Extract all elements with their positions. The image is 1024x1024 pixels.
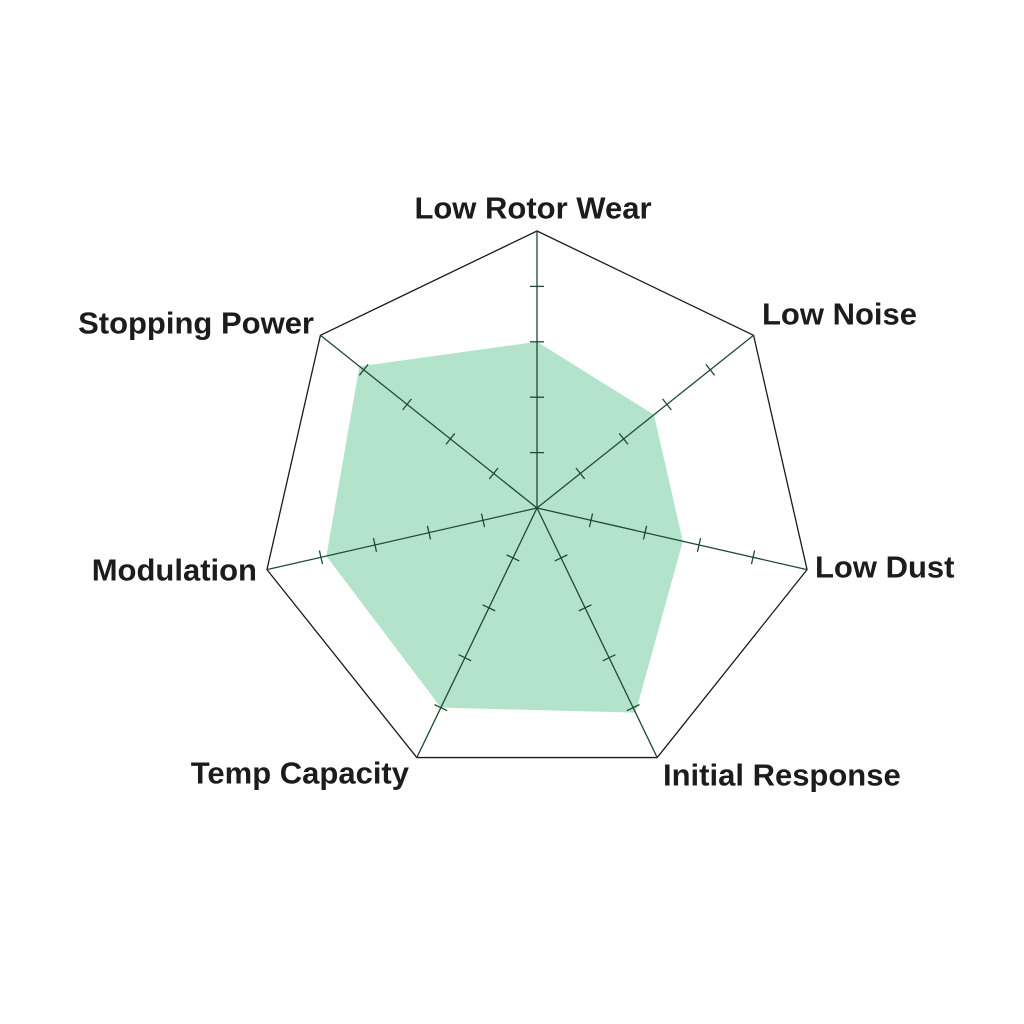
- axis-line-4: [416, 507, 538, 758]
- axis-tick: [482, 604, 496, 612]
- axis-tick: [626, 704, 640, 712]
- data-area: [326, 341, 683, 713]
- axis-line-6: [320, 334, 538, 509]
- axis-tick: [575, 467, 586, 480]
- outer-frame: [266, 230, 808, 759]
- axis-line-3: [536, 507, 658, 758]
- axis-tick: [618, 433, 629, 445]
- axis-tick: [750, 550, 756, 565]
- axis-tick: [506, 554, 520, 562]
- axis-label-low-noise: Low Noise: [762, 297, 917, 332]
- axis-line-5: [266, 507, 538, 571]
- axis-tick: [445, 433, 456, 445]
- axis-label-temp-capacity: Temp Capacity: [191, 756, 410, 791]
- axis-tick: [554, 554, 568, 562]
- axis-tick: [642, 525, 648, 540]
- axis-tick: [696, 538, 702, 552]
- axis-line-1: [536, 334, 754, 509]
- axis-tick: [358, 363, 369, 376]
- axis-label-low-dust: Low Dust: [815, 550, 955, 585]
- axis-tick: [578, 604, 592, 612]
- axis-label-low-rotor-wear: Low Rotor Wear: [414, 191, 651, 226]
- axis-tick: [458, 654, 472, 662]
- axis-tick: [372, 538, 378, 552]
- axis-label-modulation: Modulation: [92, 553, 257, 588]
- axis-tick: [426, 525, 432, 540]
- axis-tick: [662, 398, 672, 411]
- axis-line-2: [536, 507, 808, 571]
- axis-label-initial-response: Initial Response: [663, 758, 901, 793]
- axis-label-stopping-power: Stopping Power: [78, 306, 314, 341]
- axis-tick: [434, 704, 448, 712]
- axis-tick: [602, 654, 616, 662]
- axis-tick: [588, 513, 594, 528]
- axis-tick: [318, 550, 324, 565]
- axis-tick: [480, 513, 486, 528]
- axis-tick: [402, 398, 412, 411]
- axis-tick: [488, 467, 499, 480]
- axis-tick: [705, 363, 716, 376]
